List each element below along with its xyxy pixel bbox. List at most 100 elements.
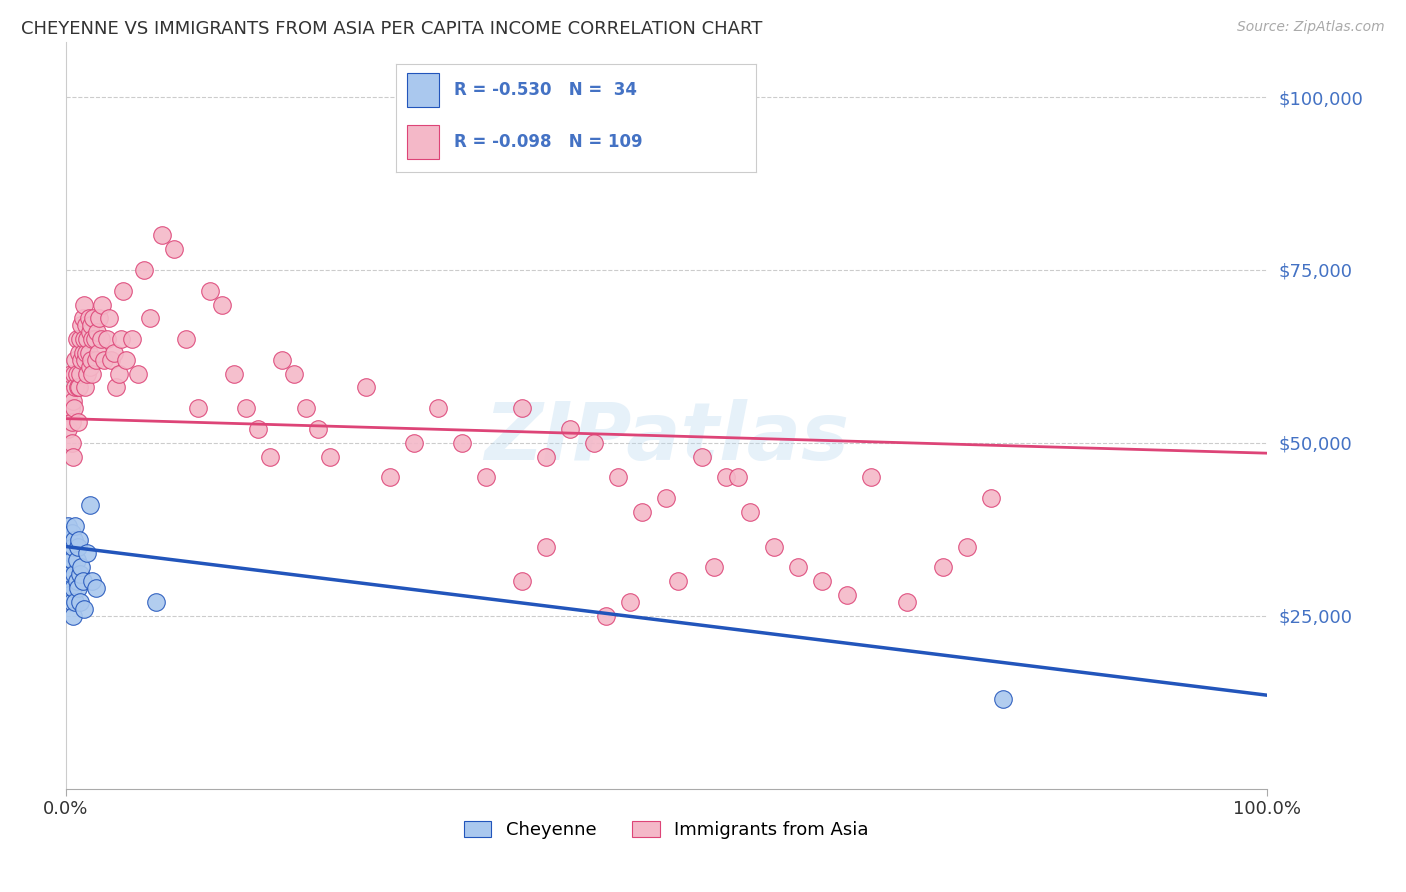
Point [58,574,80,588]
Point [787,560,810,574]
Point [65,367,87,381]
Point [80,352,103,367]
Point [96,332,118,346]
Point [103,346,125,360]
Point [65,332,87,346]
Legend: Cheyenne, Immigrants from Asia: Cheyenne, Immigrants from Asia [457,814,876,847]
Point [451,435,474,450]
Point [980,491,1002,505]
Point [90,297,112,311]
Point [69,595,91,609]
Point [60,595,83,609]
Point [150,228,173,243]
Point [59,546,82,560]
Point [84,352,107,367]
Point [60,435,83,450]
Point [82,367,104,381]
Point [69,332,91,346]
Point [127,367,149,381]
Point [174,332,197,346]
Point [65,380,87,394]
Point [100,352,122,367]
Point [65,553,87,567]
Point [607,470,630,484]
Point [655,491,678,505]
Point [73,601,96,615]
Point [583,435,606,450]
Point [703,560,725,574]
Point [82,332,104,346]
Point [427,401,450,416]
Text: ZIPatlas: ZIPatlas [484,399,849,476]
Point [79,498,101,512]
Point [112,284,135,298]
Point [65,518,87,533]
Point [955,540,977,554]
Point [73,380,96,394]
Point [991,691,1014,706]
Point [58,518,80,533]
Point [619,595,641,609]
Point [536,450,558,464]
Point [59,367,82,381]
Point [73,352,96,367]
Point [666,574,689,588]
Point [69,567,91,582]
Point [404,435,426,450]
Point [740,505,762,519]
Point [62,394,84,409]
Point [63,533,86,547]
Point [70,352,93,367]
Point [835,588,858,602]
Point [66,581,89,595]
Point [56,546,79,560]
Point [59,567,82,582]
Point [65,352,87,367]
Point [63,367,86,381]
Point [811,574,834,588]
Point [145,595,167,609]
Point [510,574,533,588]
Point [283,367,305,381]
Point [76,332,98,346]
Point [79,359,101,374]
Point [110,332,132,346]
Point [82,311,104,326]
Point [139,311,162,326]
Point [77,311,100,326]
Text: Source: ZipAtlas.com: Source: ZipAtlas.com [1237,20,1385,34]
Point [307,422,329,436]
Point [82,574,104,588]
Point [67,533,90,547]
Point [67,346,90,360]
Point [536,540,558,554]
Point [107,367,129,381]
Point [271,352,294,367]
Point [83,332,105,346]
Point [295,401,318,416]
Point [70,318,93,333]
Point [235,401,257,416]
Point [211,297,233,311]
Point [727,470,749,484]
Point [763,540,786,554]
Point [163,242,186,256]
Point [896,595,918,609]
Point [716,470,738,484]
Point [319,450,342,464]
Point [86,325,108,339]
Point [595,608,617,623]
Point [60,415,83,429]
Point [58,387,80,401]
Point [198,284,221,298]
Point [246,422,269,436]
Point [115,352,138,367]
Point [80,318,103,333]
Point [70,560,93,574]
Point [59,401,82,416]
Point [132,263,155,277]
Point [79,325,101,339]
Point [65,574,87,588]
Point [84,581,107,595]
Point [75,346,97,360]
